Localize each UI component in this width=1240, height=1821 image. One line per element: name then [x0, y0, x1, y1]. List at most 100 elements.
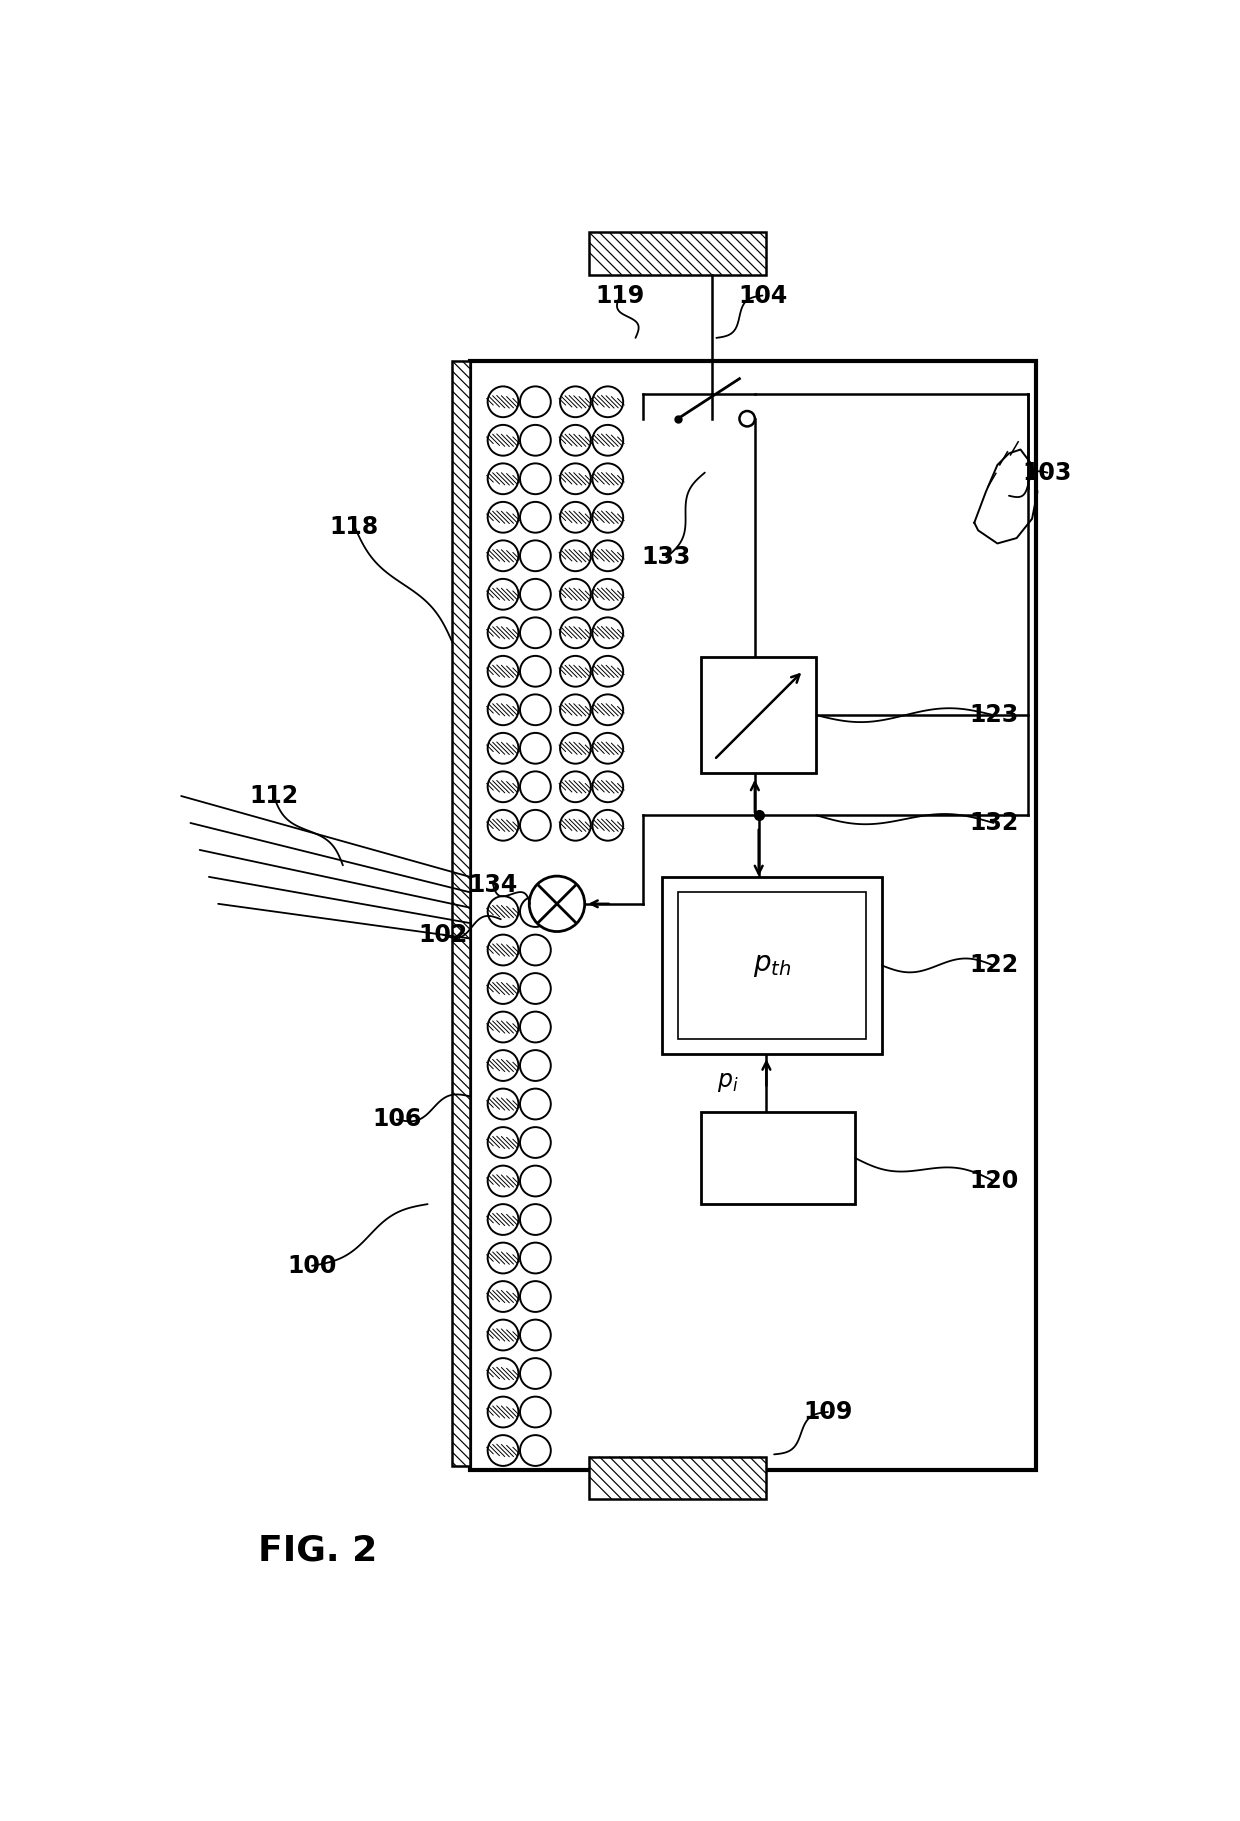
Circle shape	[520, 1435, 551, 1466]
Circle shape	[593, 503, 624, 534]
Circle shape	[560, 694, 590, 725]
Circle shape	[520, 1397, 551, 1428]
Circle shape	[487, 1204, 518, 1235]
Circle shape	[487, 732, 518, 763]
Circle shape	[520, 503, 551, 534]
Text: 118: 118	[330, 515, 379, 539]
Circle shape	[487, 1435, 518, 1466]
Text: 112: 112	[249, 785, 298, 809]
Bar	[662, 878, 882, 1054]
Text: 120: 120	[968, 1169, 1018, 1193]
Circle shape	[739, 412, 755, 426]
Circle shape	[593, 579, 624, 610]
Circle shape	[560, 732, 590, 763]
Bar	[470, 361, 1035, 1470]
Circle shape	[560, 424, 590, 455]
Bar	[453, 361, 470, 1466]
Circle shape	[560, 656, 590, 687]
Circle shape	[529, 876, 585, 932]
Circle shape	[593, 386, 624, 417]
Circle shape	[593, 541, 624, 572]
Circle shape	[520, 934, 551, 965]
Circle shape	[560, 810, 590, 841]
Text: 134: 134	[469, 872, 517, 896]
Circle shape	[520, 386, 551, 417]
Circle shape	[487, 972, 518, 1003]
Circle shape	[487, 1051, 518, 1082]
Text: 106: 106	[372, 1107, 422, 1131]
Circle shape	[520, 694, 551, 725]
Circle shape	[487, 1358, 518, 1389]
Text: FIG. 2: FIG. 2	[258, 1533, 377, 1568]
Circle shape	[593, 463, 624, 493]
Circle shape	[560, 579, 590, 610]
Circle shape	[593, 732, 624, 763]
Circle shape	[593, 810, 624, 841]
Circle shape	[487, 1012, 518, 1042]
Circle shape	[487, 424, 518, 455]
Circle shape	[487, 617, 518, 648]
Circle shape	[520, 1051, 551, 1082]
Circle shape	[487, 1282, 518, 1311]
Circle shape	[520, 1358, 551, 1389]
Circle shape	[520, 1165, 551, 1196]
Circle shape	[520, 617, 551, 648]
Circle shape	[487, 1089, 518, 1120]
Circle shape	[520, 579, 551, 610]
Text: $p_{th}$: $p_{th}$	[753, 951, 791, 980]
Bar	[589, 233, 766, 275]
Circle shape	[487, 772, 518, 803]
Circle shape	[520, 772, 551, 803]
Circle shape	[487, 386, 518, 417]
Text: 104: 104	[738, 284, 787, 308]
Circle shape	[593, 772, 624, 803]
Text: 132: 132	[968, 810, 1018, 836]
Circle shape	[520, 896, 551, 927]
Circle shape	[520, 1012, 551, 1042]
Text: 119: 119	[595, 284, 645, 308]
Circle shape	[487, 463, 518, 493]
Circle shape	[593, 617, 624, 648]
Circle shape	[487, 541, 518, 572]
Circle shape	[520, 424, 551, 455]
Circle shape	[520, 1320, 551, 1351]
Text: 123: 123	[968, 703, 1018, 727]
Circle shape	[520, 1127, 551, 1158]
Circle shape	[487, 810, 518, 841]
Circle shape	[487, 1320, 518, 1351]
Circle shape	[593, 656, 624, 687]
Circle shape	[520, 463, 551, 493]
Circle shape	[560, 463, 590, 493]
Text: 109: 109	[804, 1400, 853, 1424]
Circle shape	[487, 503, 518, 534]
Circle shape	[520, 1089, 551, 1120]
Bar	[589, 1457, 766, 1499]
Circle shape	[520, 541, 551, 572]
Circle shape	[487, 896, 518, 927]
Text: 102: 102	[418, 923, 467, 947]
Circle shape	[487, 1242, 518, 1273]
Text: 133: 133	[641, 544, 691, 570]
Circle shape	[560, 503, 590, 534]
Circle shape	[520, 810, 551, 841]
Circle shape	[520, 1204, 551, 1235]
Circle shape	[487, 694, 518, 725]
Bar	[701, 657, 816, 772]
Circle shape	[520, 1242, 551, 1273]
Text: 100: 100	[288, 1253, 337, 1278]
Circle shape	[593, 424, 624, 455]
Text: 122: 122	[968, 954, 1018, 978]
Circle shape	[593, 694, 624, 725]
Circle shape	[487, 656, 518, 687]
Circle shape	[520, 1282, 551, 1311]
Text: $p_i$: $p_i$	[717, 1071, 739, 1094]
Circle shape	[487, 934, 518, 965]
Circle shape	[520, 656, 551, 687]
Bar	[701, 1111, 854, 1204]
Circle shape	[560, 386, 590, 417]
Bar	[678, 892, 867, 1038]
Circle shape	[560, 541, 590, 572]
Circle shape	[520, 732, 551, 763]
Circle shape	[520, 972, 551, 1003]
Circle shape	[560, 617, 590, 648]
